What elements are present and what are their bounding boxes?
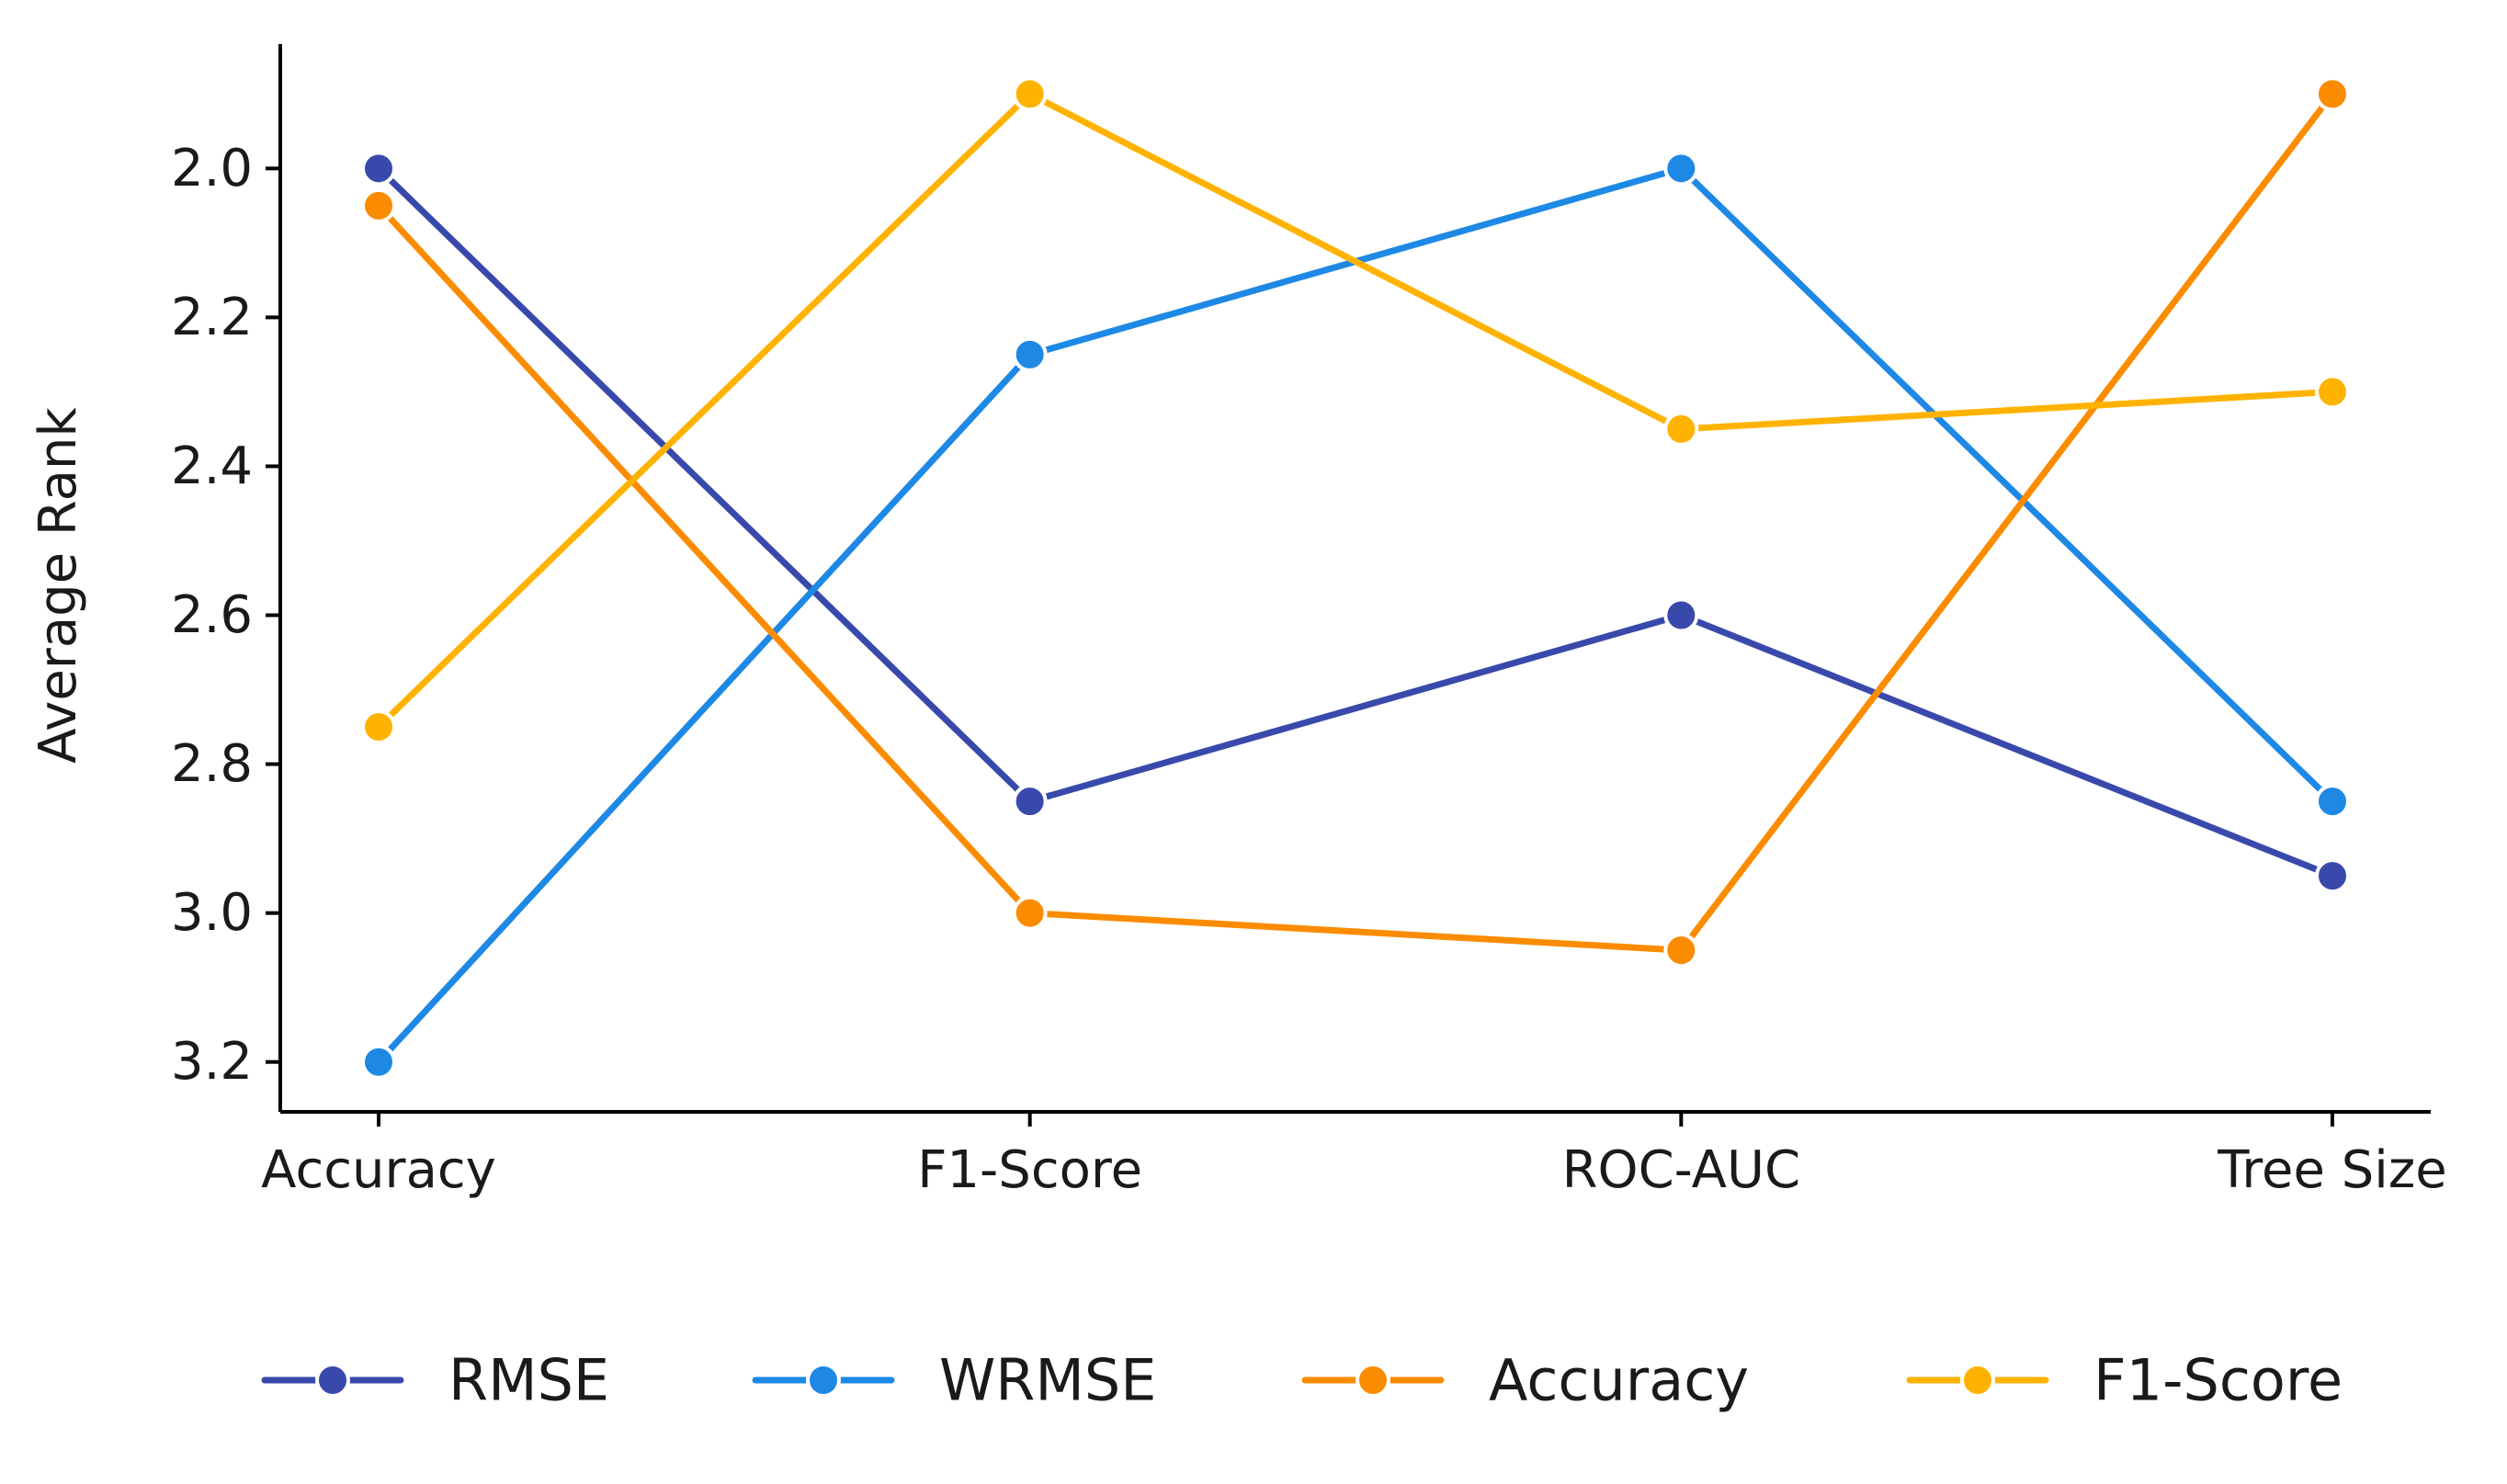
- y-tick-label: 2.2: [171, 288, 253, 347]
- data-point-wrmse: [1012, 336, 1048, 372]
- data-point-accuracy: [361, 187, 396, 223]
- data-point-f1-score: [1012, 76, 1048, 112]
- x-tick-label: F1-Score: [917, 1140, 1142, 1200]
- data-point-rmse: [1012, 784, 1048, 820]
- legend-item: RMSE: [261, 1347, 609, 1414]
- legend-swatch-marker: [315, 1363, 350, 1398]
- legend-swatch-marker: [1356, 1363, 1390, 1398]
- data-point-rmse: [2315, 858, 2350, 894]
- series-lines: [375, 90, 2336, 1066]
- data-point-wrmse: [361, 1044, 396, 1080]
- series-line-f1-score: [375, 90, 2336, 731]
- legend-item: WRMSE: [752, 1347, 1156, 1414]
- legend-swatch-marker: [1960, 1363, 1995, 1398]
- x-tick-label: ROC-AUC: [1562, 1140, 1800, 1200]
- legend-label: Accuracy: [1489, 1347, 1749, 1414]
- data-point-f1-score: [2315, 374, 2350, 410]
- data-point-wrmse: [1663, 151, 1699, 187]
- legend-label: WRMSE: [939, 1347, 1156, 1414]
- y-tick-label: 2.0: [171, 139, 253, 198]
- y-axis-title: Average Rank: [28, 407, 88, 764]
- series-line-accuracy: [375, 90, 2336, 954]
- data-point-accuracy: [1012, 895, 1048, 931]
- y-tick-label: 2.8: [171, 734, 253, 794]
- legend-swatch-marker: [806, 1363, 841, 1398]
- legend-label: RMSE: [448, 1347, 609, 1414]
- data-point-accuracy: [2315, 76, 2350, 112]
- series-line-wrmse: [375, 164, 2336, 1066]
- legend-item: F1-Score: [1906, 1347, 2343, 1414]
- y-tick-label: 3.2: [171, 1032, 253, 1092]
- legend-item: Accuracy: [1301, 1347, 1749, 1414]
- data-point-rmse: [361, 151, 396, 187]
- y-tick-label: 2.4: [171, 436, 253, 496]
- data-point-f1-score: [361, 709, 396, 745]
- data-point-wrmse: [2315, 784, 2350, 820]
- series-markers: [361, 76, 2350, 1080]
- series-line-rmse: [375, 164, 2336, 879]
- legend: RMSE WRMSE Accuracy F1-Score: [261, 1347, 2343, 1414]
- y-tick-label: 3.0: [171, 883, 253, 943]
- x-tick-label: Accuracy: [261, 1140, 496, 1200]
- x-tick-label: Tree Size: [2217, 1140, 2446, 1200]
- y-tick-label: 2.6: [171, 585, 253, 645]
- legend-label: F1-Score: [2093, 1347, 2343, 1414]
- data-point-rmse: [1663, 597, 1699, 633]
- data-point-f1-score: [1663, 411, 1699, 447]
- data-point-accuracy: [1663, 933, 1699, 969]
